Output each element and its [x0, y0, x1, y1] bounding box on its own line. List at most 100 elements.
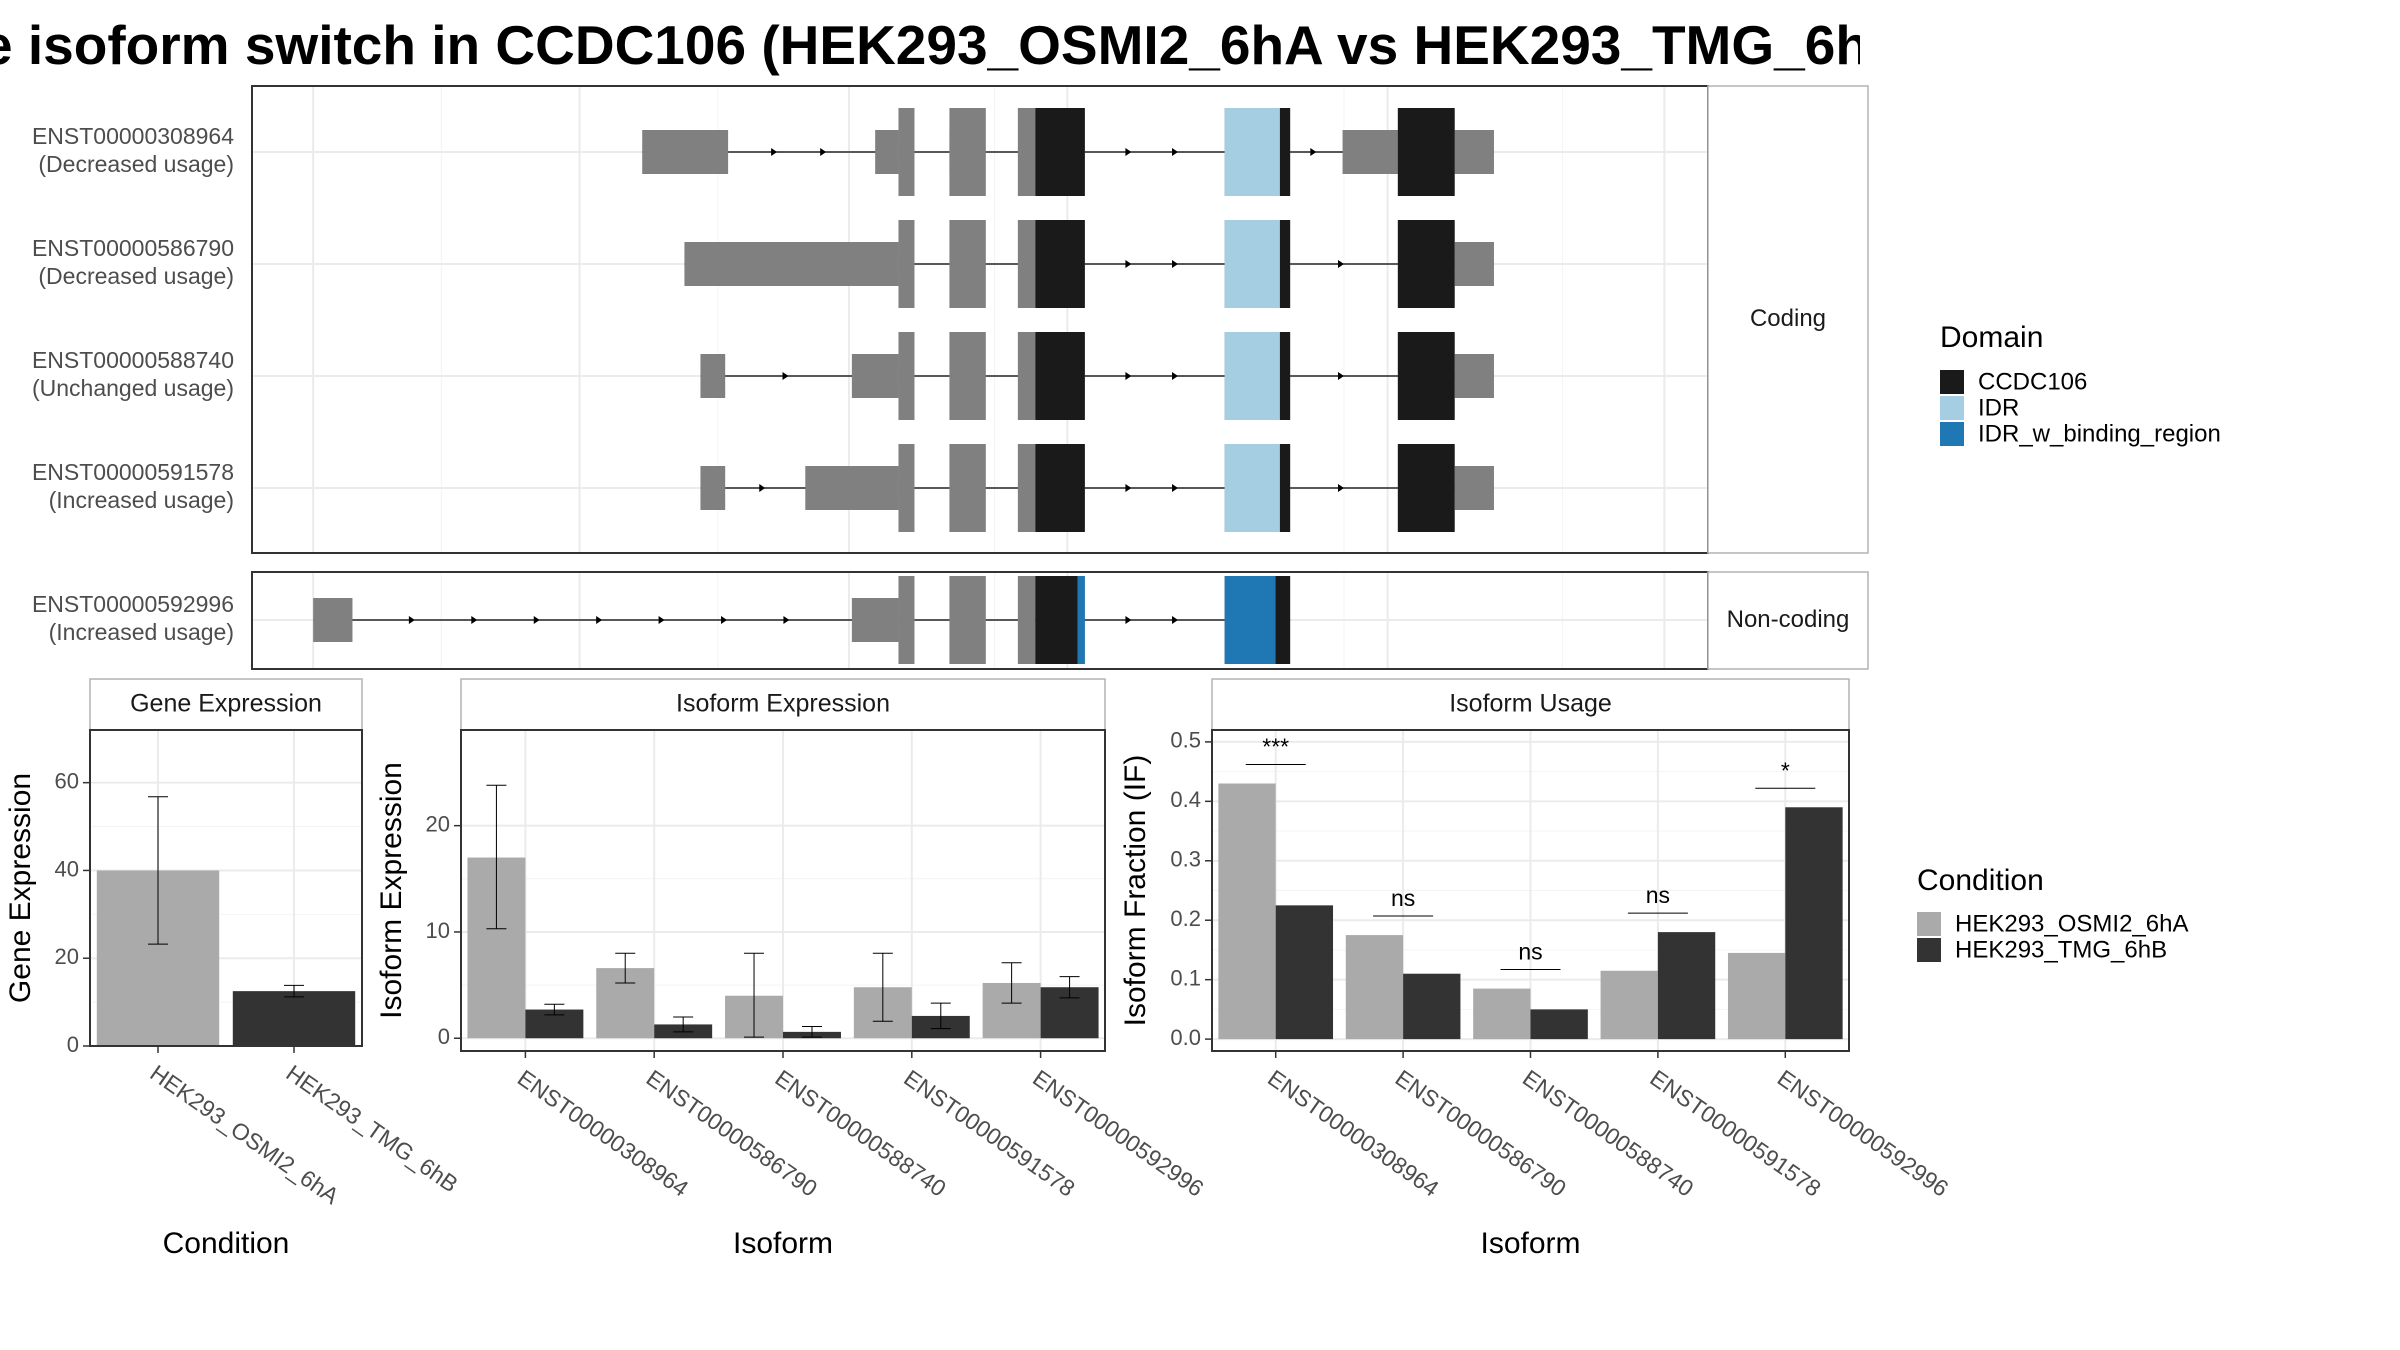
bar: [1218, 783, 1276, 1040]
cds-exon: [1017, 332, 1036, 420]
cds-exon: [1017, 220, 1036, 308]
bar: [1785, 807, 1843, 1040]
intron-arrow: [1125, 372, 1132, 380]
utr-exon: [700, 466, 726, 510]
domain-idr: [1224, 444, 1280, 532]
intron-arrow: [1172, 616, 1179, 624]
condition-legend-label: HEK293_TMG_6hB: [1955, 936, 2167, 963]
utr-exon: [851, 354, 899, 398]
transcript-id-label: ENST00000592996: [32, 591, 234, 617]
intron-arrow: [1172, 260, 1179, 268]
utr-exon: [805, 466, 899, 510]
panel-border: [89, 729, 363, 1047]
panel-strip-title: Isoform Expression: [676, 690, 890, 718]
bar: [1657, 932, 1716, 1040]
cds-exon: [898, 332, 915, 420]
y-axis-title: Gene Expression: [4, 773, 37, 1003]
bar: [1473, 988, 1531, 1040]
intron-arrow: [721, 616, 728, 624]
transcript-id-label: ENST00000586790: [32, 235, 234, 261]
domain-ccdc106: [1275, 576, 1291, 664]
transcript-id-label: ENST00000591578: [32, 459, 234, 485]
bar: [232, 991, 356, 1046]
facet-strip: [1707, 571, 1869, 670]
x-axis-title: Isoform: [1480, 1227, 1580, 1260]
intron-arrow: [1338, 484, 1344, 492]
transcript-id-label: ENST00000308964: [32, 123, 234, 149]
utr-exon: [1454, 466, 1494, 510]
domain-idr_w_binding_region: [1077, 576, 1085, 664]
intron-arrow: [533, 616, 540, 624]
domain-ccdc106: [1035, 332, 1085, 420]
domain-idr: [1224, 220, 1280, 308]
significance-label: *: [1781, 757, 1790, 783]
transcript-usage-label: (Increased usage): [49, 487, 234, 513]
intron-arrow: [596, 616, 603, 624]
significance-label: ns: [1391, 885, 1415, 911]
condition-legend-key: [1917, 912, 1941, 936]
intron-arrow: [1172, 148, 1179, 156]
facet-strip-label: Coding: [1750, 305, 1826, 332]
condition-legend-label: HEK293_OSMI2_6hA: [1955, 910, 2188, 937]
domain-idr_w_binding_region: [1224, 576, 1276, 664]
y-axis-title: Isoform Fraction (IF): [1119, 755, 1152, 1027]
y-tick-label: 0: [67, 1032, 79, 1057]
x-axis-title: Condition: [163, 1227, 290, 1260]
cds-exon: [1017, 576, 1036, 664]
transcript-usage-label: (Decreased usage): [38, 151, 234, 177]
domain-legend-key: [1940, 370, 1964, 394]
domain-legend-title: Domain: [1940, 321, 2043, 354]
intron-arrow: [471, 616, 478, 624]
domain-legend-key: [1940, 422, 1964, 446]
utr-exon: [700, 354, 726, 398]
cds-exon: [898, 220, 915, 308]
condition-legend-key: [1917, 938, 1941, 962]
domain-ccdc106: [1279, 332, 1291, 420]
intron-arrow: [1310, 148, 1317, 156]
y-tick-label: 0.0: [1170, 1025, 1201, 1050]
domain-ccdc106: [1397, 332, 1455, 420]
y-tick-label: 10: [426, 918, 450, 943]
significance-label: ***: [1262, 734, 1289, 760]
cds-exon: [949, 576, 986, 664]
domain-legend-label: IDR: [1978, 394, 2019, 421]
y-tick-label: 20: [55, 944, 79, 969]
intron-arrow: [408, 616, 415, 624]
intron-arrow: [1338, 372, 1344, 380]
significance-label: ns: [1518, 939, 1542, 965]
transcript-id-label: ENST00000588740: [32, 347, 234, 373]
bar: [1275, 905, 1334, 1040]
bar: [1403, 973, 1461, 1040]
intron-arrow: [783, 616, 790, 624]
bar: [1727, 952, 1786, 1040]
intron-arrow: [759, 484, 766, 492]
domain-ccdc106: [1035, 444, 1085, 532]
intron-arrow: [820, 148, 827, 156]
domain-ccdc106: [1279, 444, 1291, 532]
bar: [1345, 935, 1404, 1040]
utr-exon: [684, 242, 899, 286]
cds-exon: [949, 108, 986, 196]
cds-exon: [1017, 108, 1036, 196]
significance-label: ns: [1646, 882, 1670, 908]
cds-exon: [949, 444, 986, 532]
y-tick-label: 40: [55, 856, 79, 881]
y-tick-label: 0.3: [1170, 847, 1201, 872]
intron-arrow: [1172, 484, 1179, 492]
domain-idr: [1224, 108, 1280, 196]
cds-exon: [1017, 444, 1036, 532]
utr-exon: [1454, 354, 1494, 398]
y-axis-title: Isoform Expression: [375, 762, 408, 1019]
condition-legend-title: Condition: [1917, 864, 2044, 897]
transcript-usage-label: (Decreased usage): [38, 263, 234, 289]
utr-exon: [875, 130, 899, 174]
utr-exon: [851, 598, 899, 642]
transcript-usage-label: (Increased usage): [49, 619, 234, 645]
y-tick-label: 0.1: [1170, 965, 1201, 990]
y-tick-label: 60: [55, 768, 79, 793]
y-tick-label: 20: [426, 811, 450, 836]
bar: [1530, 1009, 1588, 1040]
intron-arrow: [1125, 484, 1132, 492]
intron-arrow: [658, 616, 665, 624]
